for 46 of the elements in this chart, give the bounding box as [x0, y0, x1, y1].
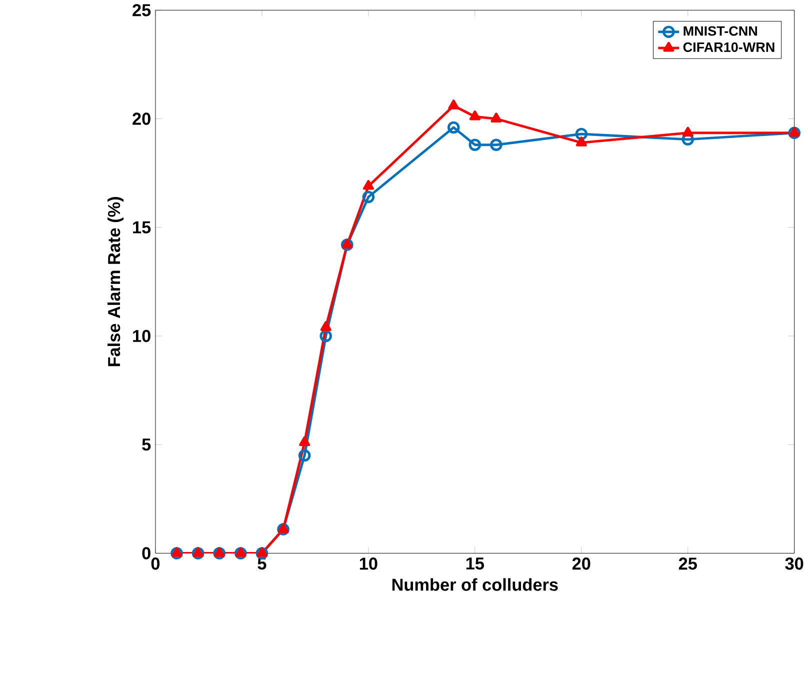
point [299, 436, 310, 446]
point [682, 126, 694, 137]
point [170, 547, 183, 560]
x-tick-label: 30 [785, 558, 804, 570]
y-tick-label: 20 [132, 112, 150, 126]
point [788, 126, 800, 137]
point [468, 138, 482, 152]
point [277, 523, 290, 536]
y-tick-label: 15 [133, 222, 151, 234]
legend-label: CIFAR10-WRN [683, 42, 774, 52]
y-tick-label: 5 [142, 438, 151, 451]
point [490, 112, 502, 123]
point [362, 180, 374, 190]
x-axis-title: Number of colluders [392, 578, 558, 591]
point [192, 547, 204, 558]
point [490, 138, 502, 152]
point [214, 547, 225, 558]
point [788, 126, 800, 140]
point [278, 523, 289, 534]
y-tick-label: 25 [132, 4, 151, 16]
point [235, 547, 246, 558]
point [469, 110, 480, 120]
point [448, 100, 460, 110]
point [342, 238, 353, 249]
point [320, 330, 332, 342]
point [447, 121, 460, 134]
point [362, 190, 375, 204]
point [234, 547, 247, 560]
x-tick-label: 10 [360, 558, 378, 570]
point [576, 136, 587, 147]
point [320, 321, 332, 332]
y-axis-title: False Alarm Rate (%) [108, 197, 124, 366]
legend-label: MNIST-CNN [684, 26, 757, 36]
x-tick-label: 20 [572, 558, 590, 570]
point [171, 547, 182, 558]
x-tick-label: 25 [678, 558, 697, 570]
point [575, 128, 588, 140]
x-tick-label: 15 [466, 558, 484, 570]
point [298, 449, 311, 462]
point [340, 238, 354, 252]
x-tick-label: 0 [151, 558, 160, 570]
point [213, 547, 226, 560]
y-tick-label: 10 [133, 330, 150, 342]
point [192, 547, 204, 560]
y-tick-label: 0 [142, 547, 150, 560]
point [256, 547, 268, 558]
